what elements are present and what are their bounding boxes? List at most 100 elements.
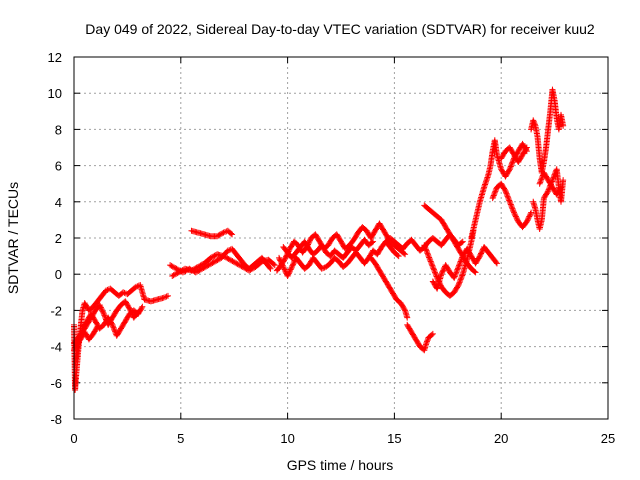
data-point: [279, 262, 286, 269]
data-point: [511, 209, 518, 216]
data-point: [221, 253, 228, 260]
data-point: [224, 247, 231, 254]
data-point: [198, 261, 205, 268]
data-point: [215, 232, 222, 239]
data-point: [458, 275, 465, 282]
data-point: [111, 325, 118, 332]
data-point: [423, 249, 430, 256]
data-point: [509, 205, 516, 212]
data-point: [505, 196, 512, 203]
data-point: [439, 268, 446, 275]
data-point: [237, 262, 244, 269]
y-tick-label: 12: [48, 50, 62, 65]
data-point: [401, 250, 408, 257]
data-point: [210, 259, 217, 266]
data-point: [134, 310, 141, 317]
y-tick-label: -2: [50, 303, 62, 318]
data-point: [103, 316, 110, 323]
data-point: [285, 270, 292, 277]
data-point: [109, 323, 116, 330]
data-point: [428, 261, 435, 268]
data-point: [558, 184, 565, 191]
data-point: [172, 265, 179, 272]
data-point: [402, 251, 409, 258]
data-point: [457, 259, 464, 266]
data-point: [71, 345, 78, 352]
data-point: [98, 305, 105, 312]
data-point: [226, 256, 233, 263]
data-point: [276, 256, 283, 263]
y-tick-label: 2: [55, 231, 62, 246]
data-point: [506, 166, 513, 173]
data-point: [428, 259, 435, 266]
y-tick-label: 0: [55, 267, 62, 282]
data-point: [209, 259, 216, 266]
data-point: [97, 303, 104, 310]
data-point: [427, 258, 434, 265]
data-point: [225, 255, 232, 262]
data-point: [179, 267, 186, 274]
data-point: [560, 122, 567, 129]
data-point: [456, 279, 463, 286]
data-point: [423, 247, 430, 254]
data-point: [507, 200, 514, 207]
data-point: [454, 265, 461, 272]
data-point: [220, 229, 227, 236]
data-point: [277, 258, 284, 265]
data-point: [544, 189, 551, 196]
data-point: [234, 261, 241, 268]
data-point: [228, 257, 235, 264]
data-point: [210, 253, 217, 260]
data-point: [557, 185, 564, 192]
data-point: [170, 264, 177, 271]
data-point: [127, 306, 134, 313]
data-point: [424, 337, 431, 344]
data-point: [507, 164, 514, 171]
data-point: [455, 282, 462, 289]
data-point: [208, 260, 215, 267]
data-point: [164, 292, 171, 299]
data-point: [438, 271, 445, 278]
x-tick-label: 15: [387, 431, 401, 446]
data-point: [281, 266, 288, 273]
data-point: [457, 277, 464, 284]
x-axis-label: GPS time / hours: [287, 457, 394, 473]
data-point: [429, 330, 436, 337]
chart-title: Day 049 of 2022, Sidereal Day-to-day VTE…: [85, 21, 595, 37]
data-point: [454, 266, 461, 273]
data-point: [72, 344, 79, 351]
data-point: [93, 324, 100, 331]
data-point: [213, 257, 220, 264]
data-point: [368, 239, 375, 246]
data-point: [223, 254, 230, 261]
data-point: [422, 244, 429, 251]
data-point: [285, 271, 292, 278]
data-point: [280, 265, 287, 272]
data-point: [492, 187, 499, 194]
data-point: [174, 270, 181, 277]
data-point: [94, 323, 101, 330]
data-point: [514, 216, 521, 223]
data-point: [290, 260, 297, 267]
y-tick-label: -4: [50, 340, 62, 355]
data-point: [139, 303, 146, 310]
data-point: [423, 338, 430, 345]
data-point: [421, 243, 428, 250]
data-point: [239, 263, 246, 270]
data-point: [217, 231, 224, 238]
data-point: [504, 192, 511, 199]
data-point: [103, 287, 110, 294]
data-point: [472, 269, 479, 276]
data-point: [162, 294, 169, 301]
data-point: [508, 204, 515, 211]
data-point: [509, 159, 516, 166]
data-point: [224, 255, 231, 262]
data-point: [394, 252, 401, 259]
data-point: [267, 265, 274, 272]
data-point: [489, 195, 496, 202]
data-point: [178, 267, 185, 274]
data-point: [99, 307, 106, 314]
data-point: [508, 160, 515, 167]
data-point: [538, 176, 545, 183]
data-point: [211, 252, 218, 259]
